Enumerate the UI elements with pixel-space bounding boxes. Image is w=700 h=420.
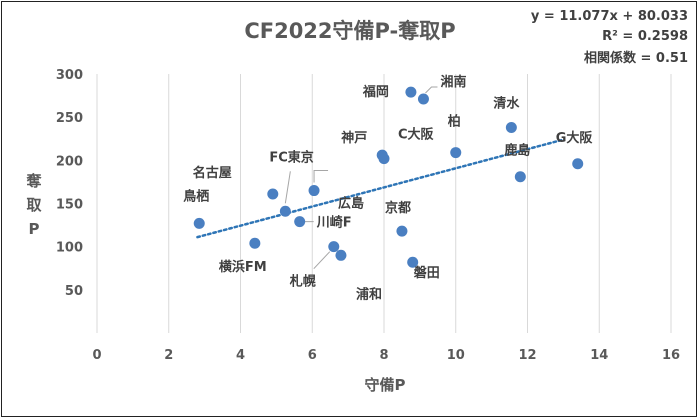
leader-line-13 [425,86,438,94]
y-tick-labels: 50 100 150 200 250 300 [56,68,83,299]
point-label-1: 名古屋 [193,165,232,181]
x-tick-label-7: 14 [590,348,608,363]
point-label-10: 京都 [385,200,411,216]
point-label-0: 鳥栖 [183,188,209,204]
trendline-r-squared: R² = 0.2598 [602,29,688,44]
data-point-5 [308,185,320,197]
leader-line-6 [313,251,331,270]
x-tick-label-0: 0 [92,348,101,363]
point-label-7: 浦和 [356,286,382,302]
x-tick-label-4: 8 [379,348,388,363]
data-points [193,86,584,268]
point-label-2: 横浜FM [219,259,267,275]
x-tick-label-6: 12 [518,348,536,363]
data-point-7 [335,249,347,261]
x-tick-label-8: 16 [662,348,680,363]
point-label-16: 鹿島 [504,143,530,159]
point-label-4: 川崎F [316,215,352,231]
point-label-9: C大阪 [398,127,435,143]
point-label-6: 札幌 [289,274,316,290]
y-tick-label-1: 100 [56,241,83,256]
data-point-13 [417,93,429,105]
data-point-15 [505,122,517,134]
x-tick-label-1: 2 [164,348,173,363]
chart-title: CF2022守備P-奪取P [244,19,455,43]
y-axis-label: 奪取P [25,172,42,238]
data-point-16 [514,171,526,183]
x-tick-label-5: 10 [447,348,465,363]
data-point-3 [279,205,291,217]
y-axis-label-char-0: 奪 [25,172,42,190]
point-label-12: 福岡 [362,84,389,100]
point-label-14: 柏 [448,114,461,130]
y-tick-label-5: 300 [56,68,83,83]
data-point-12 [405,86,417,98]
point-label-5: 広島 [338,196,364,212]
leader-line-5 [313,170,329,183]
point-label-15: 清水 [493,96,520,112]
correlation-coefficient: 相関係数 = 0.51 [584,50,688,66]
data-point-0 [193,217,205,229]
point-label-3: FC東京 [269,149,313,165]
y-axis-label-char-2: P [29,220,40,238]
data-point-9 [378,153,390,165]
x-tick-labels: 0 2 4 6 8 10 12 14 16 [92,348,680,363]
data-point-17 [572,158,584,170]
y-tick-label-4: 250 [56,111,83,126]
data-point-4 [294,216,306,228]
data-point-1 [267,188,279,200]
x-tick-label-2: 4 [236,348,245,363]
y-tick-label-3: 200 [56,154,83,169]
trendline-equation: y = 11.077x + 80.033 [531,9,688,24]
point-label-8: 神戸 [341,130,367,146]
label-leader-lines [284,86,438,270]
data-point-10 [396,225,408,237]
data-point-2 [249,237,261,249]
trendline [196,138,565,239]
trendline-path [196,138,565,239]
data-point-14 [450,147,462,159]
point-label-11: 磐田 [414,265,440,281]
point-label-17: G大阪 [556,130,594,146]
y-axis-label-char-1: 取 [26,196,42,214]
y-tick-label-2: 150 [56,198,83,213]
y-tick-label-0: 50 [65,284,83,299]
data-point-11 [407,256,419,268]
gridlines [96,74,672,333]
x-axis-label: 守備P [365,376,406,394]
leader-line-3 [284,171,291,204]
point-label-13: 湘南 [440,74,466,90]
x-tick-label-3: 6 [308,348,317,363]
data-point-6 [328,241,340,253]
